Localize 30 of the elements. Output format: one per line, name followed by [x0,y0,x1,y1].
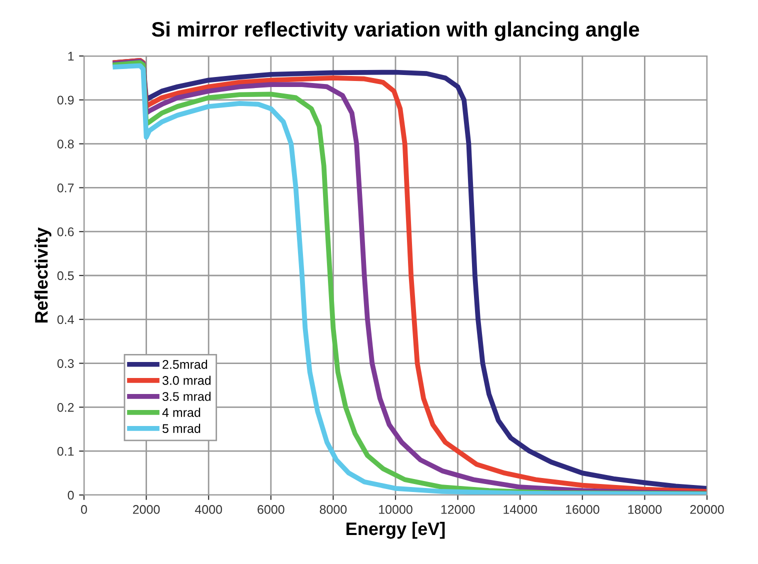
x-tick-label: 20000 [690,505,724,514]
legend-label: 5 mrad [162,424,200,433]
y-tick-label: 0 [68,490,74,500]
y-tick-label: 0.9 [57,96,74,105]
y-tick-label: 0.1 [57,446,74,456]
x-tick-label: 18000 [628,505,662,514]
y-tick-label: 0.2 [57,403,74,412]
chart-title: Si mirror reflectivity variation with glancing angle [152,21,640,41]
legend-label: 3.0 mrad [162,376,211,385]
x-tick-label: 0 [81,505,87,514]
y-tick-label: 0.8 [57,140,74,148]
x-tick-label: 14000 [504,505,537,514]
y-axis-title: Reflectivity [34,227,52,322]
legend-label: 3.5 mrad [162,392,211,401]
x-tick-label: 10000 [379,505,412,514]
y-tick-label: 0.4 [57,315,74,324]
y-tick-label: 0.5 [57,271,74,280]
x-tick-label: 2000 [133,505,160,514]
y-tick-label: 0.3 [57,359,74,368]
legend-label: 4 mrad [162,408,200,417]
x-tick-label: 12000 [441,505,475,514]
y-tick-label: 0.7 [57,184,74,192]
y-tick-label: 1 [68,52,74,61]
x-tick-label: 8000 [320,505,347,514]
x-tick-label: 16000 [566,505,600,514]
y-tick-label: 0.6 [57,227,74,236]
legend-label: 2.5mrad [162,360,208,369]
x-tick-label: 4000 [194,505,222,514]
x-axis-title: Energy [eV] [346,522,445,539]
x-tick-label: 6000 [258,505,284,514]
